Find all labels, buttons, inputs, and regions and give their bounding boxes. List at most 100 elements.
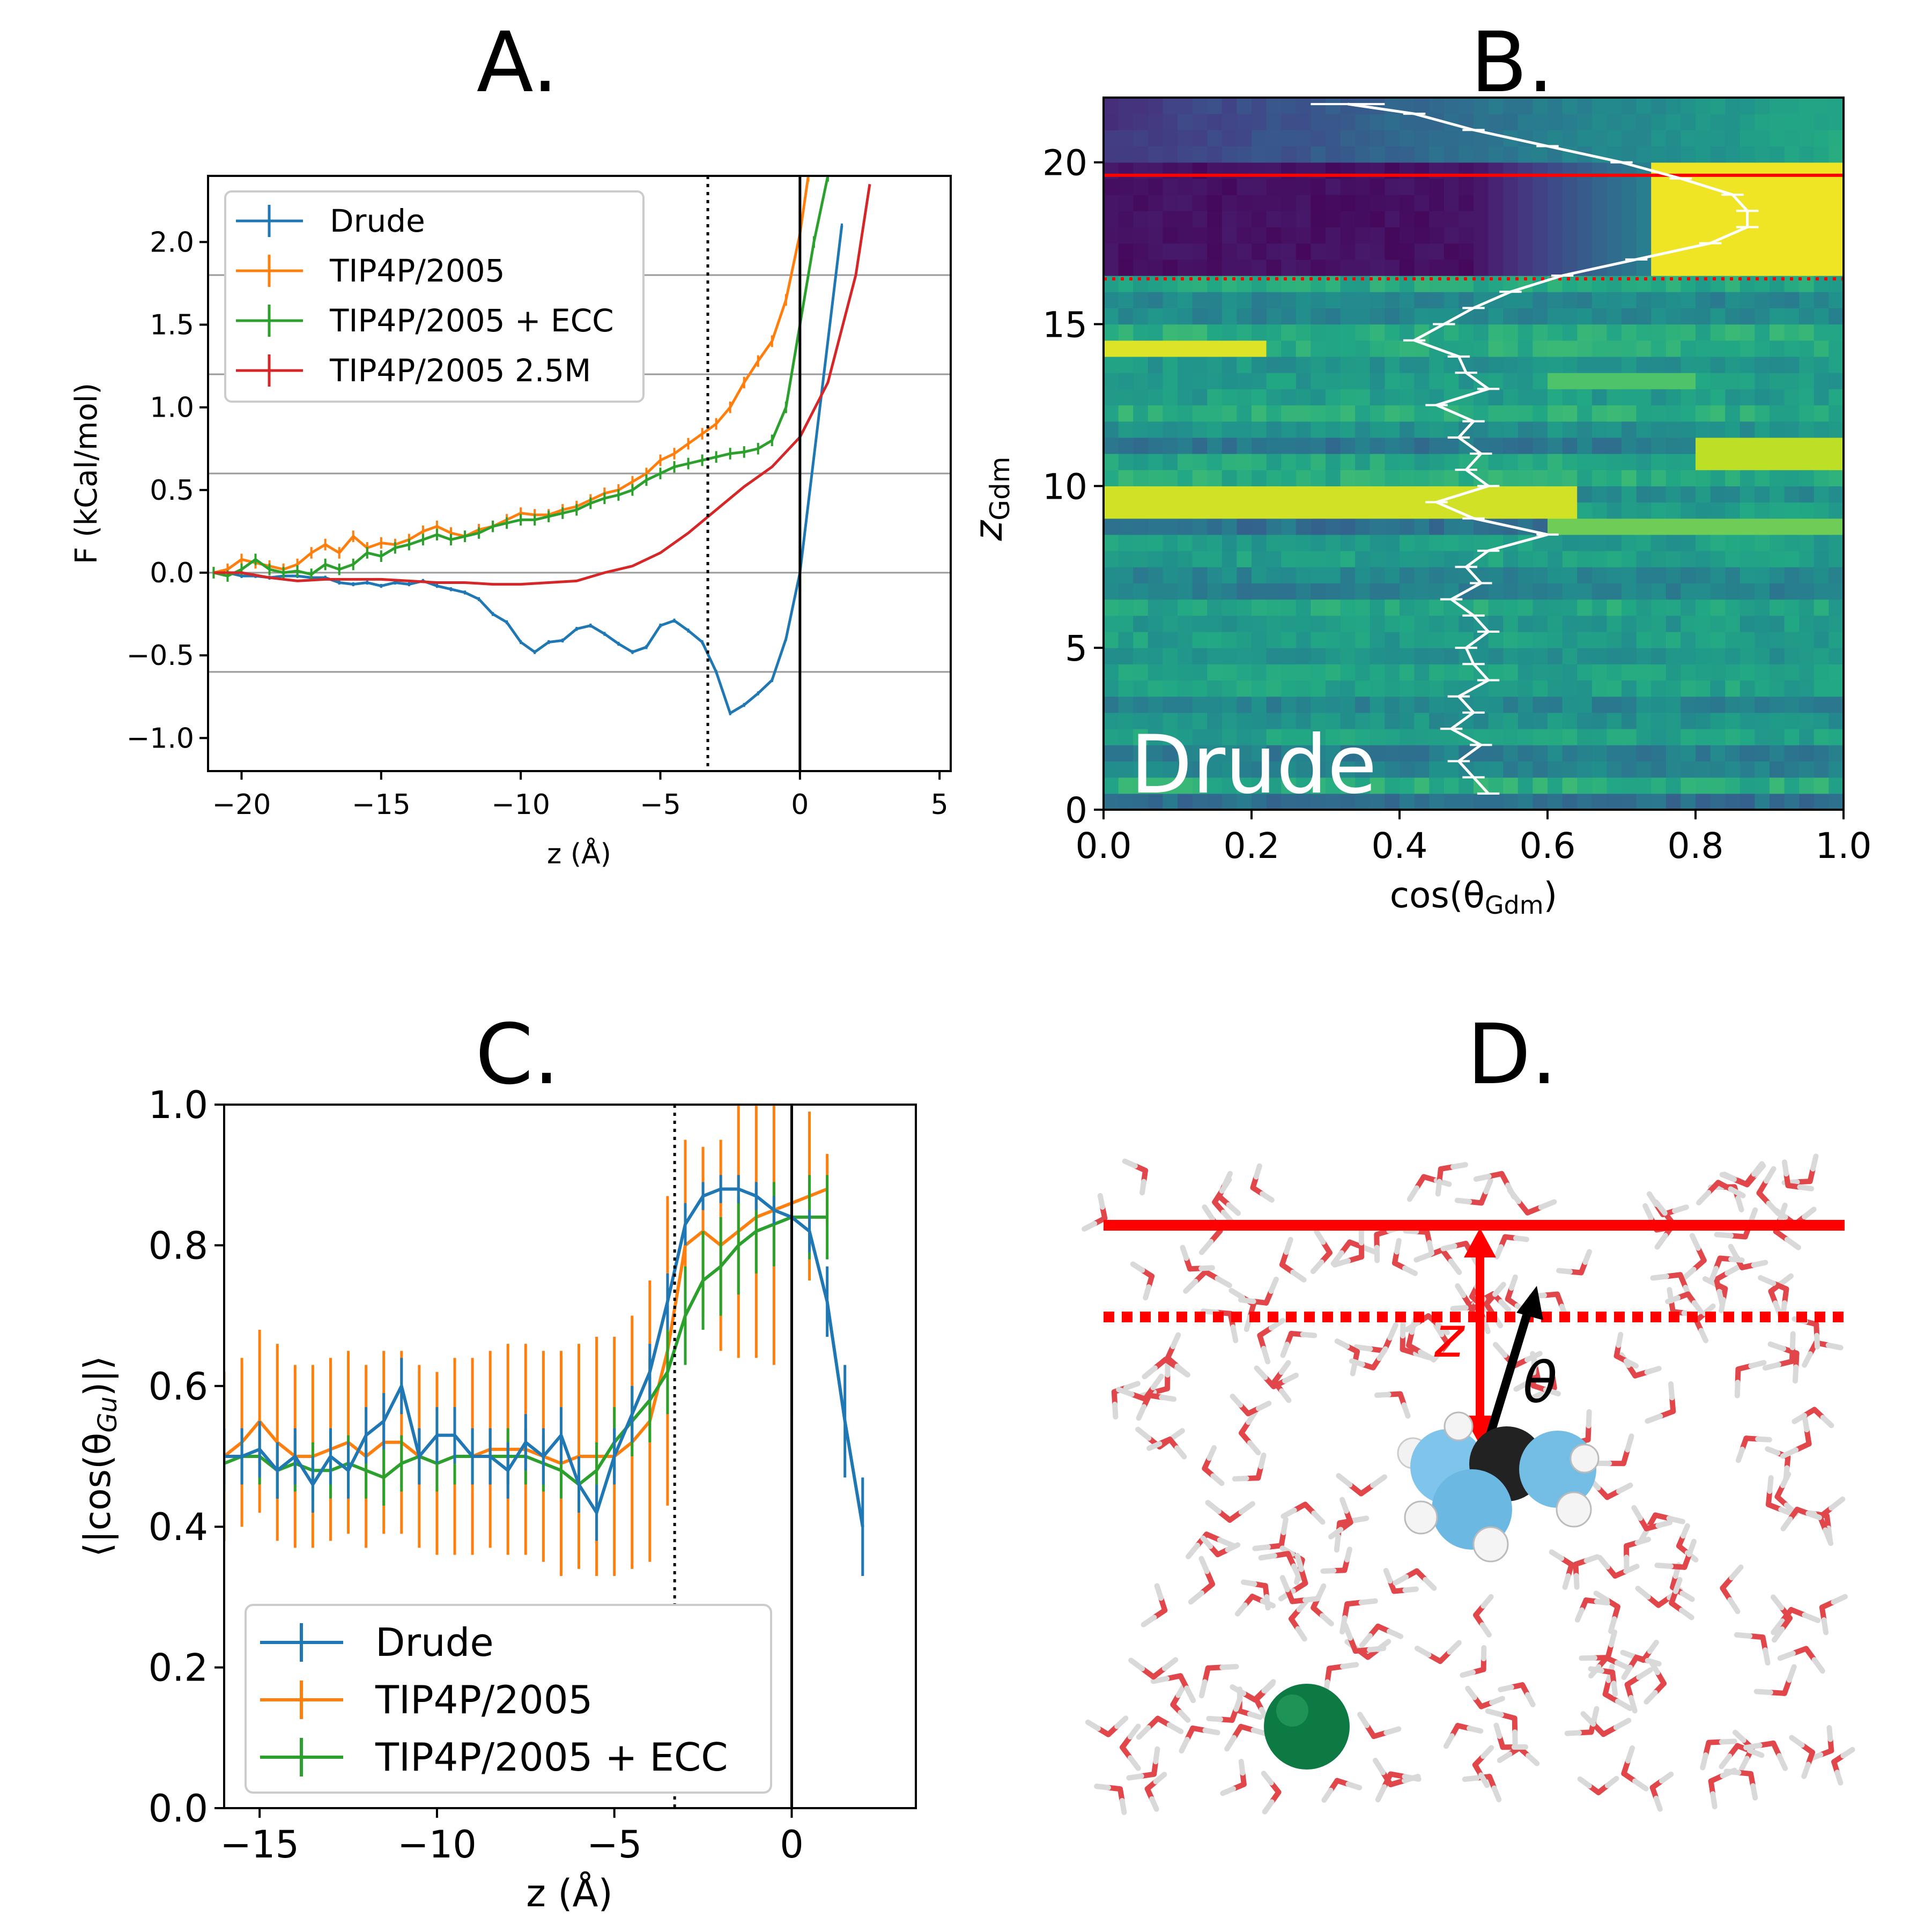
oh-bond-h — [1202, 1728, 1220, 1736]
oh-bond-h — [1773, 1207, 1788, 1220]
heatmap-cell — [1607, 470, 1622, 486]
heatmap-cell — [1784, 567, 1800, 584]
heatmap-cell — [1577, 696, 1593, 713]
oh-bond-h — [1719, 1753, 1733, 1770]
oh-bond-h — [1179, 1736, 1190, 1754]
heatmap-cell — [1148, 195, 1163, 211]
heatmap-cell — [1784, 729, 1800, 745]
oh-bond-h — [1834, 1770, 1844, 1786]
heatmap-cell — [1474, 178, 1489, 195]
heatmap-cell — [1518, 373, 1533, 389]
oh-bond-h — [1709, 1265, 1719, 1282]
heatmap-cell — [1340, 373, 1356, 389]
heatmap-cell — [1104, 389, 1119, 406]
heatmap-cell — [1429, 421, 1445, 438]
heatmap-cell — [1755, 356, 1770, 373]
heatmap-cell — [1459, 243, 1474, 260]
heatmap-cell — [1592, 308, 1607, 325]
heatmap-cell — [1400, 195, 1415, 211]
water-molecule — [1713, 1264, 1741, 1307]
heatmap-cell — [1222, 534, 1237, 551]
guanidinium-molecule — [1397, 1411, 1600, 1563]
heatmap-cell — [1829, 356, 1844, 373]
heatmap-cell — [1414, 680, 1430, 697]
heatmap-cell — [1192, 599, 1208, 616]
water-molecule — [1762, 1331, 1796, 1371]
heatmap-cell — [1400, 648, 1415, 664]
heatmap-cell — [1474, 114, 1489, 130]
oh-bond-h — [1183, 1278, 1198, 1294]
heatmap-cell — [1488, 211, 1504, 228]
heatmap-cell — [1829, 470, 1844, 486]
water-molecule — [1375, 1771, 1422, 1803]
heatmap-cell — [1222, 454, 1237, 470]
heatmap-cell — [1503, 599, 1519, 616]
heatmap-cell — [1622, 324, 1637, 341]
oh-bond-h — [1616, 1482, 1633, 1494]
heatmap-cell — [1681, 745, 1696, 762]
heatmap-cell — [1636, 340, 1652, 357]
heatmap-cell — [1548, 567, 1563, 584]
heatmap-cell — [1444, 777, 1459, 794]
oh-bond-h — [1650, 1274, 1669, 1281]
heatmap-cell — [1326, 292, 1341, 308]
heatmap-cell — [1104, 664, 1119, 681]
heatmap-cell — [1281, 356, 1297, 373]
heatmap-cell — [1326, 583, 1341, 600]
water-molecule — [1650, 1272, 1694, 1303]
heatmap-cell — [1799, 567, 1815, 584]
heatmap-cell — [1622, 98, 1637, 114]
heatmap-cell — [1813, 227, 1829, 244]
oh-bond-h — [1735, 1195, 1744, 1212]
heatmap-cell — [1710, 454, 1726, 470]
oh-bond-h — [1258, 1553, 1277, 1561]
heatmap-cell — [1622, 227, 1637, 244]
heatmap-cell — [1148, 146, 1163, 163]
heatmap-cell — [1400, 454, 1415, 470]
heatmap-cell — [1385, 518, 1400, 535]
heatmap-cell — [1104, 729, 1119, 745]
heatmap-cell — [1266, 389, 1282, 406]
heatmap-cell — [1636, 114, 1652, 130]
heatmap-cell — [1148, 98, 1163, 114]
heatmap-cell — [1296, 712, 1311, 729]
heatmap-cell — [1444, 648, 1459, 664]
heatmap-cell — [1548, 534, 1563, 551]
heatmap-cell — [1163, 615, 1178, 632]
oh-bond-h — [1200, 1535, 1213, 1549]
heatmap-cell — [1340, 777, 1356, 794]
heatmap-cell — [1207, 405, 1223, 422]
heatmap-cell — [1784, 98, 1800, 114]
heatmap-cell — [1651, 178, 1667, 195]
heatmap-cell — [1725, 632, 1741, 648]
heatmap-cell — [1725, 421, 1741, 438]
oh-bond-h — [1789, 1735, 1805, 1748]
heatmap-cell — [1370, 567, 1385, 584]
oh-bond-h — [1732, 1729, 1746, 1743]
heatmap-cell — [1681, 712, 1696, 729]
oh-bond-h — [1290, 1269, 1307, 1283]
heatmap-cell — [1518, 389, 1533, 406]
heatmap-cell — [1355, 615, 1371, 632]
heatmap-cell — [1355, 373, 1371, 389]
panel-a-ytick-label: −0.5 — [127, 640, 194, 672]
heatmap-cell — [1444, 761, 1459, 778]
heatmap-cell — [1651, 470, 1667, 486]
heatmap-cell — [1252, 534, 1267, 551]
heatmap-cell — [1178, 405, 1193, 422]
heatmap-cell — [1710, 567, 1726, 584]
heatmap-cell — [1488, 114, 1504, 130]
oh-bond-h — [1735, 1446, 1745, 1463]
heatmap-cell — [1829, 567, 1844, 584]
heatmap-cell — [1370, 680, 1385, 697]
heatmap-cell — [1813, 356, 1829, 373]
heatmap-cell — [1562, 454, 1578, 470]
heatmap-cell — [1370, 761, 1385, 778]
water-molecule — [1507, 1187, 1557, 1216]
heatmap-cell — [1281, 551, 1297, 567]
oh-bond-h — [1654, 1563, 1674, 1569]
heatmap-cell — [1326, 454, 1341, 470]
heatmap-cell — [1281, 567, 1297, 584]
heatmap-cell — [1400, 178, 1415, 195]
heatmap-cell — [1548, 195, 1563, 211]
